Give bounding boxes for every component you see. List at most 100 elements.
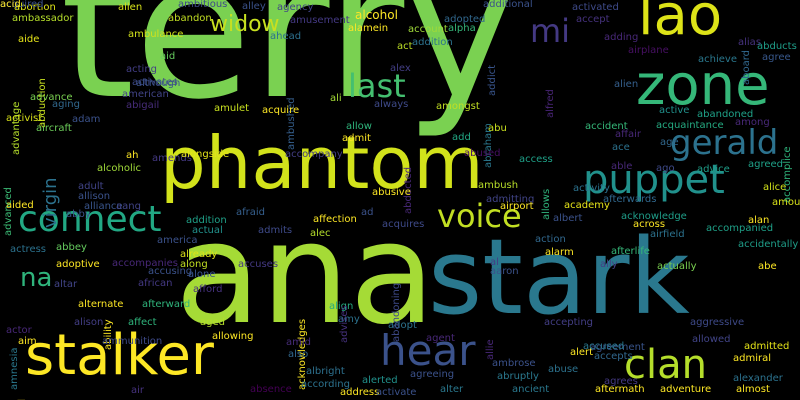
cloud-word: ally bbox=[600, 259, 618, 270]
cloud-word: alison bbox=[74, 317, 104, 328]
cloud-word: actor bbox=[6, 325, 32, 336]
cloud-word: alan bbox=[748, 215, 770, 226]
cloud-word: alice bbox=[763, 182, 787, 193]
cloud-word: active bbox=[659, 105, 690, 116]
cloud-word: ago bbox=[656, 163, 675, 174]
cloud-word: addition bbox=[186, 215, 227, 226]
cloud-word: accepts bbox=[594, 351, 633, 362]
cloud-word: age bbox=[660, 137, 679, 148]
cloud-word: abusive bbox=[372, 187, 411, 198]
cloud-word: admiral bbox=[733, 353, 772, 364]
cloud-word: agreement bbox=[590, 342, 645, 353]
cloud-word: air bbox=[131, 385, 145, 396]
cloud-word: voice bbox=[437, 197, 522, 235]
cloud-word: airport bbox=[500, 201, 534, 212]
cloud-word: advantage bbox=[11, 101, 22, 155]
cloud-word: agrees bbox=[604, 376, 638, 387]
cloud-word: virgin bbox=[40, 177, 61, 228]
cloud-word: ammunition bbox=[102, 336, 163, 347]
cloud-word: alone bbox=[188, 269, 216, 280]
cloud-word: albright bbox=[306, 366, 345, 377]
cloud-word: amends bbox=[152, 153, 192, 164]
cloud-word: puppet bbox=[583, 157, 725, 203]
cloud-word: accidentally bbox=[738, 239, 799, 250]
cloud-word: addict bbox=[487, 64, 498, 96]
cloud-word: achieve bbox=[698, 54, 737, 65]
cloud-word: adult bbox=[78, 181, 104, 192]
cloud-word: aide bbox=[18, 34, 40, 45]
cloud-word: alias bbox=[738, 37, 762, 48]
cloud-word: stalker bbox=[25, 323, 214, 388]
cloud-word: agree bbox=[762, 52, 791, 63]
cloud-word: advanced bbox=[3, 187, 14, 236]
cloud-word: afterlife bbox=[611, 246, 650, 257]
cloud-word: admits bbox=[258, 225, 293, 236]
cloud-word: aid bbox=[160, 51, 176, 62]
cloud-word: acquire bbox=[262, 105, 300, 116]
cloud-word: accept bbox=[576, 14, 610, 25]
cloud-word: aircraft bbox=[36, 123, 72, 134]
cloud-word: abandoned bbox=[697, 109, 754, 120]
cloud-word: admitted bbox=[744, 341, 790, 352]
cloud-word: advice bbox=[697, 164, 730, 175]
cloud-word: already bbox=[180, 249, 218, 260]
cloud-word: allows bbox=[541, 188, 552, 220]
cloud-word: activate bbox=[376, 387, 417, 398]
cloud-word: amid bbox=[286, 337, 311, 348]
cloud-word: american bbox=[122, 89, 169, 100]
cloud-word: alerted bbox=[362, 375, 398, 386]
cloud-word: stark bbox=[428, 216, 690, 338]
cloud-word: al bbox=[490, 257, 499, 268]
cloud-word: aftermath bbox=[595, 384, 645, 395]
cloud-word: allowing bbox=[212, 331, 254, 342]
cloud-word: adopt bbox=[388, 320, 417, 331]
cloud-word: account bbox=[408, 24, 448, 35]
cloud-word: access bbox=[519, 154, 553, 165]
cloud-word: accident bbox=[585, 121, 628, 132]
cloud-word: ancient bbox=[512, 384, 550, 395]
cloud-word: allowed bbox=[692, 334, 731, 345]
cloud-word: adam bbox=[72, 114, 101, 125]
cloud-word: alex bbox=[390, 63, 411, 74]
cloud-word: na bbox=[20, 263, 53, 293]
cloud-word: amulet bbox=[214, 103, 250, 114]
cloud-word: afraid bbox=[236, 207, 266, 218]
cloud-word: ambulance bbox=[128, 29, 184, 40]
cloud-word: ah bbox=[126, 150, 139, 161]
cloud-word: albert bbox=[553, 213, 583, 224]
cloud-word: ali bbox=[330, 93, 342, 104]
cloud-word: airfield bbox=[650, 229, 685, 240]
cloud-word: terry bbox=[60, 0, 517, 141]
cloud-word: abducts bbox=[757, 41, 797, 52]
cloud-word: act bbox=[397, 41, 413, 52]
cloud-word: accompanied bbox=[706, 223, 774, 234]
cloud-word: alert bbox=[570, 347, 594, 358]
cloud-word: actually bbox=[657, 261, 697, 272]
cloud-word: activity bbox=[573, 183, 610, 194]
cloud-word: mi bbox=[530, 12, 571, 50]
cloud-word: alien bbox=[614, 79, 639, 90]
cloud-word: abandoning bbox=[391, 282, 402, 342]
cloud-word: although bbox=[136, 78, 181, 89]
cloud-word: always bbox=[374, 99, 409, 110]
cloud-word: advises bbox=[339, 305, 350, 343]
cloud-word: ambitious bbox=[178, 0, 228, 10]
cloud-word: aang bbox=[116, 201, 141, 212]
cloud-word: affection bbox=[313, 214, 357, 225]
cloud-word: abused bbox=[464, 148, 501, 159]
cloud-word: alliance bbox=[84, 201, 123, 212]
cloud-word: able bbox=[611, 161, 633, 172]
cloud-word: alcoholic bbox=[97, 163, 142, 174]
cloud-word: alter bbox=[440, 384, 464, 395]
cloud-word: aim bbox=[18, 336, 37, 347]
cloud-word: abbey bbox=[56, 242, 87, 253]
cloud-word: alfred bbox=[545, 89, 556, 118]
cloud-word: amy bbox=[338, 314, 360, 325]
cloud-word: alpha bbox=[448, 23, 476, 34]
cloud-word: aided bbox=[6, 200, 34, 211]
cloud-word: also bbox=[288, 349, 309, 360]
cloud-word: alcohol bbox=[355, 8, 398, 22]
cloud-word: connect bbox=[18, 199, 162, 240]
cloud-word: adoptive bbox=[56, 259, 100, 270]
